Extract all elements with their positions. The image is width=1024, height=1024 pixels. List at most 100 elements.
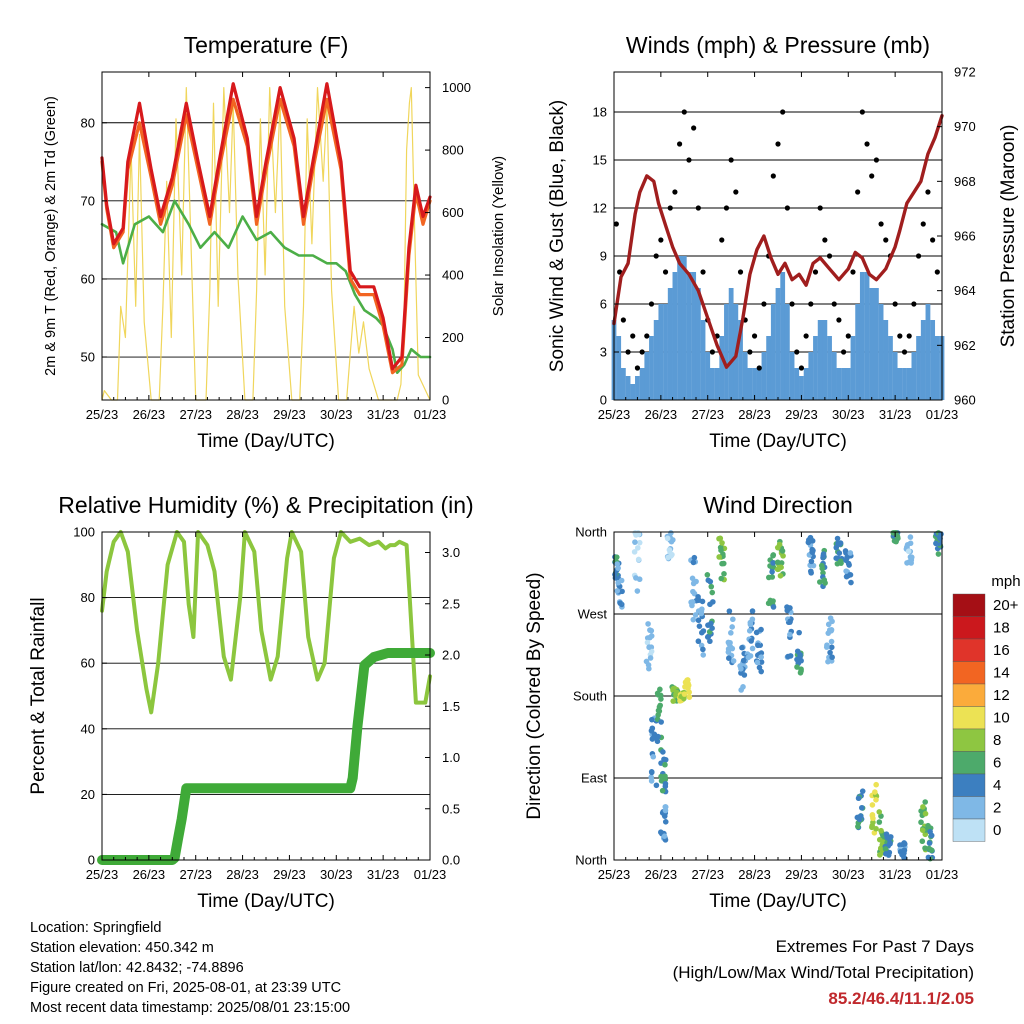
direction-point — [662, 780, 669, 787]
direction-point — [873, 781, 879, 788]
gust-point — [845, 333, 851, 339]
y2-axis-label: Solar Insolation (Yellow) — [490, 156, 507, 316]
direction-point — [847, 572, 854, 578]
direction-point — [810, 562, 817, 569]
y-tick-label: East — [581, 771, 607, 786]
y2-tick-label: 600 — [442, 205, 464, 220]
direction-point — [704, 634, 711, 640]
plot-border — [101, 531, 431, 861]
direction-point — [645, 621, 651, 627]
gust-point — [770, 173, 776, 179]
direction-point — [635, 531, 642, 538]
x-tick-label: 30/23 — [832, 407, 865, 422]
gust-point — [841, 349, 847, 355]
direction-point — [728, 630, 734, 636]
direction-point — [649, 716, 655, 723]
x-tick-label: 26/23 — [645, 867, 678, 882]
panel-title: Winds (mph) & Pressure (mb) — [626, 32, 930, 58]
colorbar-label: 16 — [993, 642, 1010, 659]
x-tick-label: 30/23 — [832, 867, 865, 882]
temperature-panel: 25/23 26/23 27/23 28/23 29/23 30/23 31/23 01/23… — [43, 32, 507, 452]
direction-point — [769, 574, 776, 580]
direction-point — [882, 846, 889, 852]
x-tick-label: 01/23 — [926, 407, 959, 422]
direction-point — [658, 829, 664, 836]
direction-point — [846, 562, 852, 568]
direction-point — [730, 658, 737, 664]
colorbar-swatch — [952, 773, 986, 797]
figure-created: Figure created on Fri, 2025-08-01, at 23… — [30, 980, 342, 996]
direction-point — [859, 788, 866, 794]
direction-point — [662, 756, 669, 763]
gust-point — [822, 237, 828, 243]
gust-point — [883, 237, 889, 243]
direction-point — [933, 540, 939, 547]
direction-point — [740, 684, 746, 690]
y2-tick-label: 1.5 — [442, 699, 460, 714]
direction-point — [691, 554, 698, 561]
relative-humidity-line — [100, 530, 432, 715]
direction-point — [873, 825, 879, 832]
direction-point — [726, 641, 733, 647]
direction-point — [657, 686, 663, 693]
dewpoint-line — [100, 199, 432, 375]
direction-point — [681, 691, 688, 697]
direction-point — [834, 535, 841, 542]
direction-point — [666, 547, 673, 553]
y-tick-label: 0 — [88, 853, 95, 868]
y-axis-label: 2m & 9m T (Red, Orange) & 2m Td (Green) — [43, 96, 59, 376]
x-tick-label: 31/23 — [367, 407, 400, 422]
gust-point — [723, 205, 730, 211]
y2-tick-label: 400 — [442, 268, 464, 283]
direction-point — [899, 851, 906, 858]
gust-point — [700, 269, 706, 275]
wind-direction-panel: 25/23 26/23 27/23 28/23 29/23 30/23 31/23 01/23… — [524, 492, 958, 912]
direction-point — [787, 605, 793, 611]
gust-point — [686, 157, 692, 163]
direction-point — [695, 597, 702, 604]
direction-point — [747, 621, 754, 628]
direction-point — [738, 665, 744, 672]
direction-point — [653, 782, 660, 789]
gust-point — [644, 333, 650, 339]
gust-point — [850, 269, 856, 275]
x-tick-label: 28/23 — [226, 407, 259, 422]
direction-point — [887, 840, 893, 847]
direction-point — [753, 629, 760, 636]
direction-point — [664, 535, 671, 542]
y2-axis-label: Station Pressure (Maroon) — [998, 125, 1019, 348]
gust-point — [798, 365, 805, 371]
gust-point — [836, 317, 842, 323]
direction-point — [668, 538, 675, 545]
direction-point — [647, 655, 654, 661]
y2-tick-label: 0.5 — [442, 801, 460, 816]
direction-point — [631, 549, 638, 555]
direction-point — [684, 684, 691, 691]
direction-point — [877, 845, 884, 852]
x-axis-label: Time (Day/UTC) — [709, 431, 847, 452]
y-tick-label: 12 — [593, 201, 607, 216]
pressure-line — [612, 113, 944, 369]
colorbar-swatch — [952, 751, 986, 775]
direction-point — [708, 620, 714, 627]
direction-point — [876, 809, 883, 815]
gust-point — [653, 253, 659, 259]
direction-point — [739, 644, 745, 651]
direction-point — [770, 560, 776, 566]
colorbar-label: 6 — [993, 755, 1001, 772]
gust-point — [859, 109, 865, 115]
direction-point — [823, 644, 830, 650]
extremes-box: Extremes For Past 7 Days (High/Low/Max W… — [673, 934, 974, 1012]
direction-point — [837, 558, 844, 565]
gust-point — [930, 237, 936, 243]
direction-point — [746, 628, 753, 634]
direction-point — [707, 638, 713, 645]
gust-point — [901, 349, 908, 355]
y-tick-label: 70 — [81, 193, 95, 208]
station-latlon: Station lat/lon: 42.8432; -74.8896 — [30, 960, 244, 976]
direction-point — [872, 789, 878, 795]
direction-point — [658, 773, 664, 780]
colorbar-label: 2 — [993, 800, 1001, 817]
x-tick-label: 25/23 — [598, 867, 631, 882]
direction-point — [644, 639, 651, 646]
